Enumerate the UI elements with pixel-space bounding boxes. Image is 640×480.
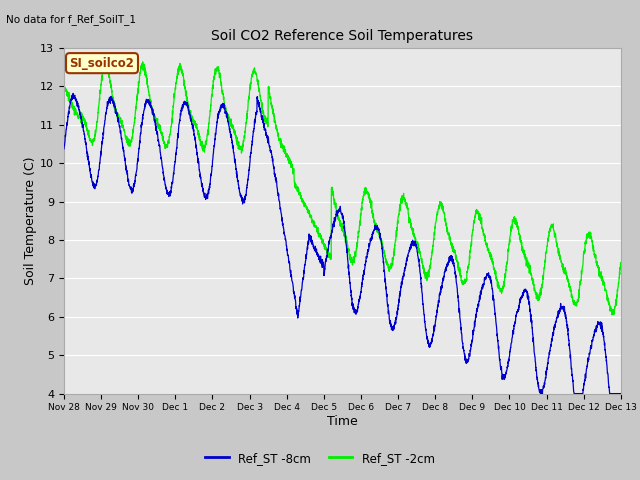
Legend: Ref_ST -8cm, Ref_ST -2cm: Ref_ST -8cm, Ref_ST -2cm	[200, 447, 440, 469]
X-axis label: Time: Time	[327, 415, 358, 428]
Title: Soil CO2 Reference Soil Temperatures: Soil CO2 Reference Soil Temperatures	[211, 29, 474, 43]
Text: No data for f_Ref_SoilT_1: No data for f_Ref_SoilT_1	[6, 14, 136, 25]
Y-axis label: Soil Temperature (C): Soil Temperature (C)	[24, 156, 37, 285]
Text: SI_soilco2: SI_soilco2	[70, 57, 134, 70]
